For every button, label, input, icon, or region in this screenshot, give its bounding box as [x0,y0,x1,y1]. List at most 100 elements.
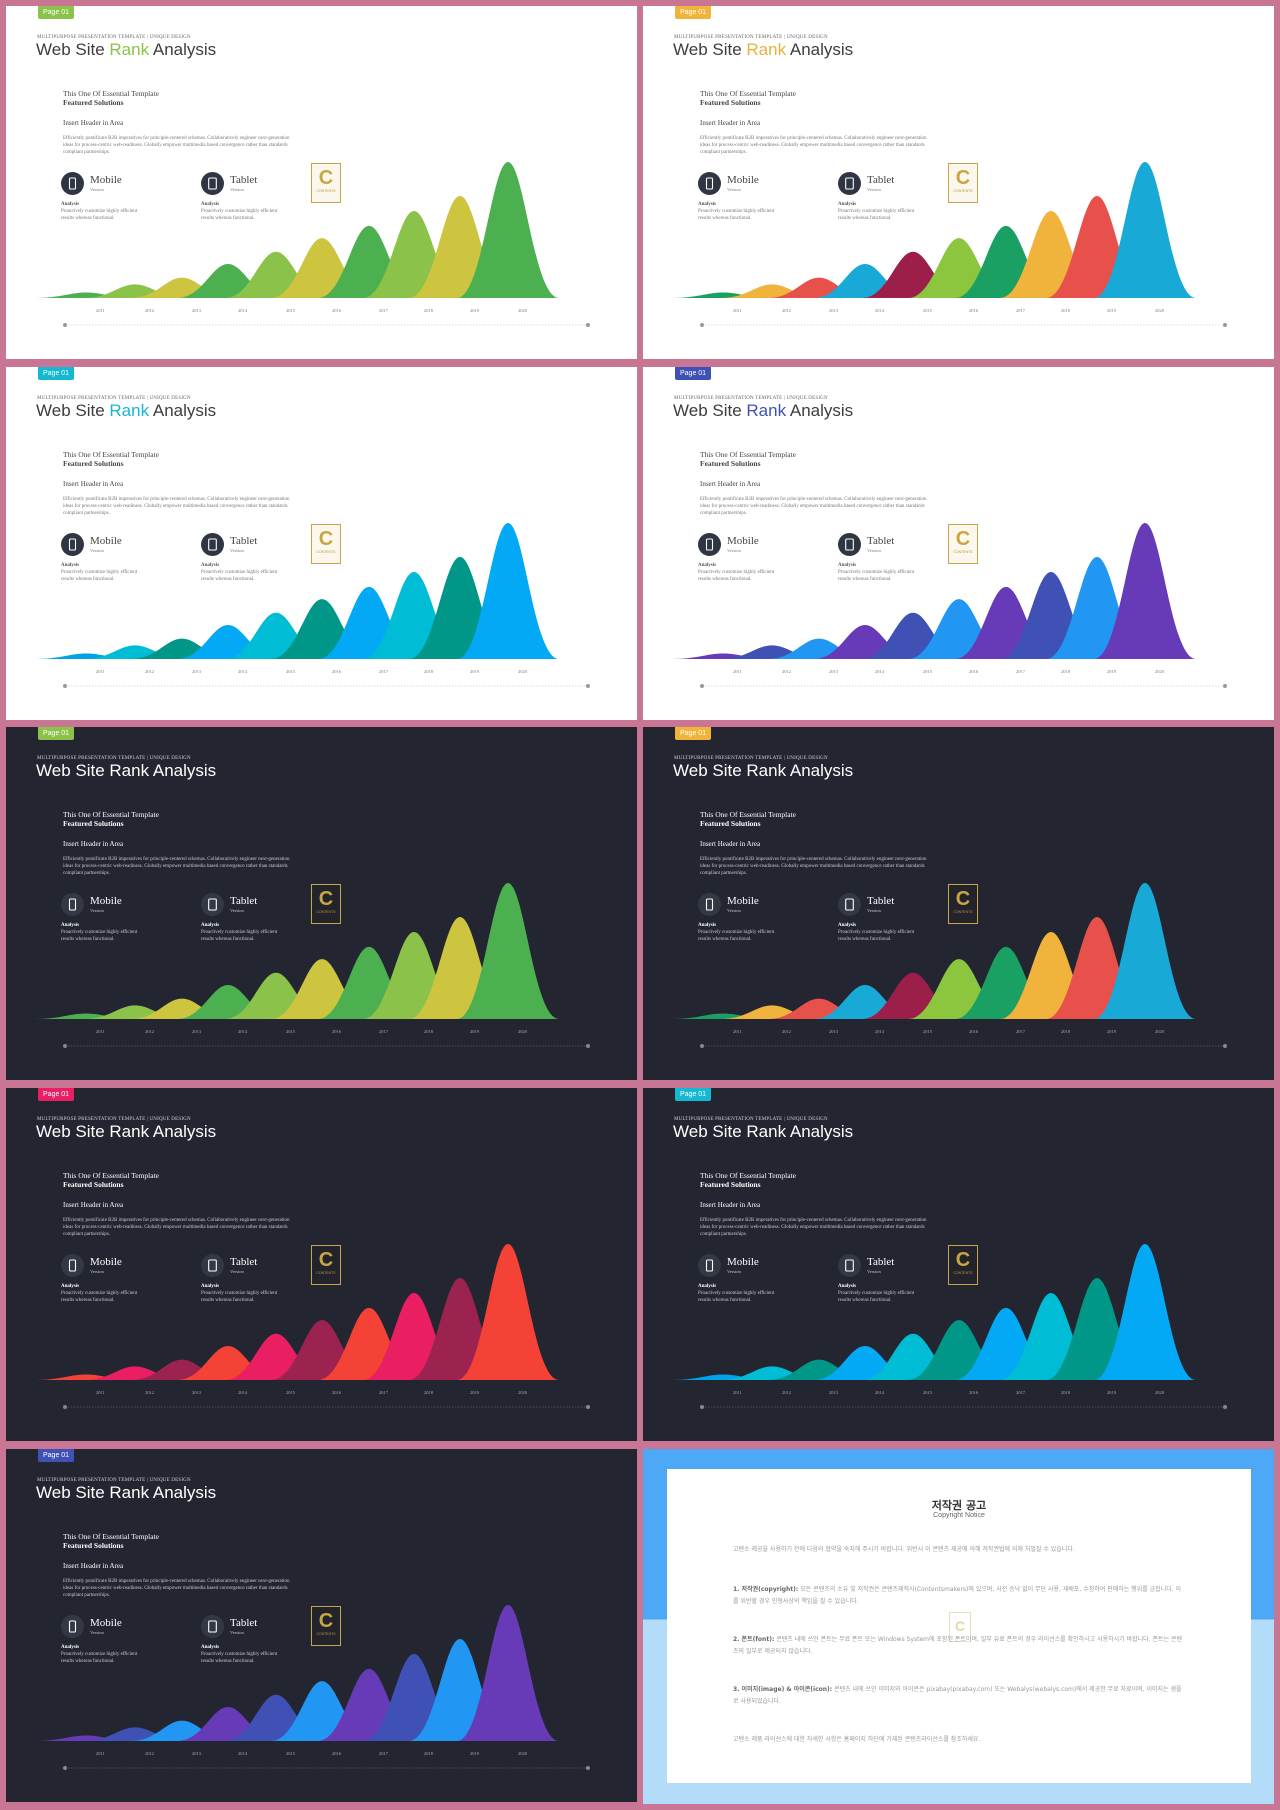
year-tick-label: 2011 [96,1751,105,1756]
year-tick-label: 2020 [518,1029,528,1034]
device-name: Tablet [230,895,258,907]
device-version: Version [230,187,244,192]
essential-template-label: This One Of Essential Template [700,810,796,819]
year-tick-label: 2017 [379,308,389,313]
title-rank: Rank [109,401,150,420]
year-tick-label: 2016 [332,1390,342,1395]
title-prefix: Web Site [673,761,747,780]
year-tick-label: 2019 [1107,669,1117,674]
device-name: Tablet [230,174,258,186]
slide-7: Page 01 MULTIPURPOSE PRESENTATION TEMPLAT… [6,1088,637,1441]
slide-3: Page 01 MULTIPURPOSE PRESENTATION TEMPLAT… [6,367,637,720]
device-mobile: Mobile Version Analysis Proactively customi… [698,1254,818,1318]
device-tablet: Tablet Version Analysis Proactively customi… [201,172,321,236]
copyright-watermark-logo: C [949,1612,971,1642]
year-tick-label: 2019 [470,1029,480,1034]
logo-letter: C [955,888,971,910]
year-tick-label: 2015 [286,1029,296,1034]
rank-chart: 2011 2012 2013 2014 2015 2016 2017 2018 2019 2020 [672,1244,1227,1409]
year-tick-label: 2012 [782,308,791,313]
page-badge: Page 01 [675,1088,712,1101]
rank-peak-2020 [1094,1244,1196,1380]
mobile-icon [698,533,721,556]
slide-6: Page 01 MULTIPURPOSE PRESENTATION TEMPLAT… [643,727,1274,1080]
year-tick-label: 2014 [875,669,885,674]
insert-header: Insert Header in Area [700,119,761,127]
device-analysis-label: Analysis [838,1284,857,1289]
tablet-icon [201,533,224,556]
year-tick-label: 2015 [286,669,296,674]
copyright-subtitle: Copyright Notice [933,1512,985,1519]
rank-chart: 2011 2012 2013 2014 2015 2016 2017 2018 2019 2020 [35,1605,590,1770]
timeline-end-dot [1223,1044,1227,1048]
year-tick-label: 2019 [470,308,480,313]
year-tick-label: 2014 [238,669,248,674]
page-badge: Page 01 [38,727,75,740]
copyright-item-body: 콘텐츠 내에 쓰인 이미지와 아이콘은 pixabay(pixabay.com)… [733,1686,1182,1705]
year-tick-label: 2012 [145,1751,154,1756]
title-rank: Rank [109,1122,150,1141]
year-tick-label: 2015 [923,308,933,313]
contents-logo: C CONTENTS [311,524,341,564]
title-suffix: Analysis [149,761,217,780]
device-version: Version [230,1630,244,1635]
timeline-end-dot [586,1766,590,1770]
page-badge: Page 01 [38,1449,75,1462]
mobile-icon [61,533,84,556]
year-tick-label: 2014 [238,1390,248,1395]
device-analysis-label: Analysis [61,923,80,928]
tablet-icon [201,172,224,195]
slide-8: Page 01 MULTIPURPOSE PRESENTATION TEMPLAT… [643,1088,1274,1441]
logo-letter: C [318,528,334,550]
timeline-start-dot [700,323,704,327]
title-suffix: Analysis [786,40,854,59]
rank-chart: 2011 2012 2013 2014 2015 2016 2017 2018 2019 2020 [35,162,590,327]
insert-header: Insert Header in Area [700,1201,761,1209]
rank-chart: 2011 2012 2013 2014 2015 2016 2017 2018 2019 2020 [672,162,1227,327]
timeline-end-dot [586,1044,590,1048]
logo-letter: C [318,167,334,189]
page-badge: Page 01 [38,1088,75,1101]
year-tick-label: 2012 [145,669,154,674]
description-text: Efficiently pontificate B2B imperatives … [700,1218,927,1237]
timeline-end-dot [586,1405,590,1409]
year-tick-label: 2020 [1155,1029,1165,1034]
device-version: Version [90,908,104,913]
title-prefix: Web Site [673,1122,747,1141]
rank-chart: 2011 2012 2013 2014 2015 2016 2017 2018 2019 2020 [35,883,590,1048]
device-analysis-label: Analysis [201,563,220,568]
year-tick-label: 2012 [145,1390,154,1395]
timeline-end-dot [1223,1405,1227,1409]
device-version: Version [230,548,244,553]
description-text: Efficiently pontificate B2B imperatives … [63,136,290,155]
year-tick-label: 2018 [424,1751,434,1756]
year-tick-label: 2016 [332,1029,342,1034]
rank-peak-2020 [457,1244,559,1380]
contents-logo: C CONTENTS [311,163,341,203]
device-version: Version [867,187,881,192]
year-tick-label: 2016 [969,1029,979,1034]
year-tick-label: 2015 [286,308,296,313]
timeline-start-dot [700,1405,704,1409]
year-tick-label: 2013 [829,1390,839,1395]
copyright-slide: 저작권 공고 Copyright Notice 고텐소 제공을 사용하기 전에 … [643,1449,1274,1804]
timeline-end-dot [1223,684,1227,688]
title-rank: Rank [746,1122,787,1141]
copyright-intro: 고텐소 제공을 사용하기 전에 다음의 협약을 숙지해 주시기 바랍니다. 위반… [733,1546,1075,1553]
featured-solutions-heading: Featured Solutions [700,459,761,468]
timeline-start-dot [63,1405,67,1409]
device-name: Mobile [90,535,122,547]
rank-chart: 2011 2012 2013 2014 2015 2016 2017 2018 2019 2020 [35,523,590,688]
logo-letter: C [955,1249,971,1271]
rank-peak-2020 [457,883,559,1019]
device-mobile: Mobile Version Analysis Proactively customi… [698,893,818,957]
tablet-icon [201,893,224,916]
device-analysis-label: Analysis [201,1284,220,1289]
slide-title: Web Site Rank Analysis [36,1483,216,1503]
copyright-box: 저작권 공고 Copyright Notice 고텐소 제공을 사용하기 전에 … [667,1469,1251,1783]
device-analysis-text: Proactively customize highly efficient r… [838,930,915,942]
title-prefix: Web Site [36,1122,110,1141]
essential-template-label: This One Of Essential Template [63,810,159,819]
featured-solutions-heading: Featured Solutions [63,1180,124,1189]
timeline-start-dot [63,1044,67,1048]
